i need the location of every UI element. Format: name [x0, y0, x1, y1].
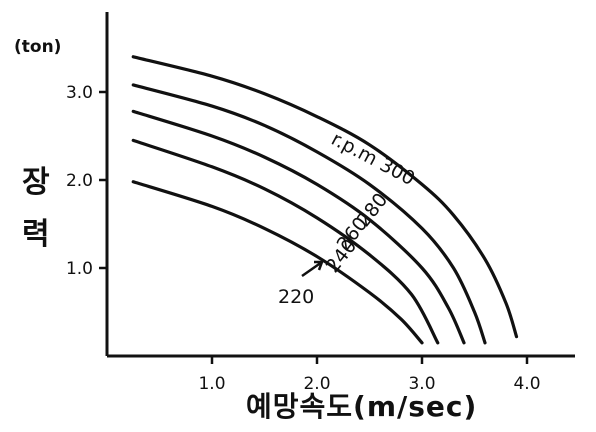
x-axis-label: 예망속도(m/sec)	[246, 390, 477, 423]
unit-label: (ton)	[14, 37, 61, 57]
series-line	[131, 109, 466, 345]
x-tick-label: 3.0	[408, 374, 435, 394]
series-line	[131, 138, 440, 345]
series-line	[131, 180, 424, 345]
x-tick-label: 2.0	[303, 374, 330, 394]
y-tick-label: 3.0	[66, 83, 93, 103]
series-label: r.p.m 300	[328, 128, 419, 190]
x-tick-label: 4.0	[513, 374, 540, 394]
y-tick-label: 2.0	[66, 171, 93, 191]
series-line	[131, 83, 487, 345]
x-tick-label: 1.0	[198, 374, 225, 394]
series-label: 220	[278, 286, 314, 308]
label-leader-arrow	[301, 260, 324, 278]
y-tick-label: 1.0	[66, 259, 93, 279]
axis-ticks: 1.0 2.0 3.0 4.0 1.0 2.0 3.0	[66, 83, 541, 394]
series-curves	[131, 55, 519, 345]
series-line	[131, 55, 519, 339]
